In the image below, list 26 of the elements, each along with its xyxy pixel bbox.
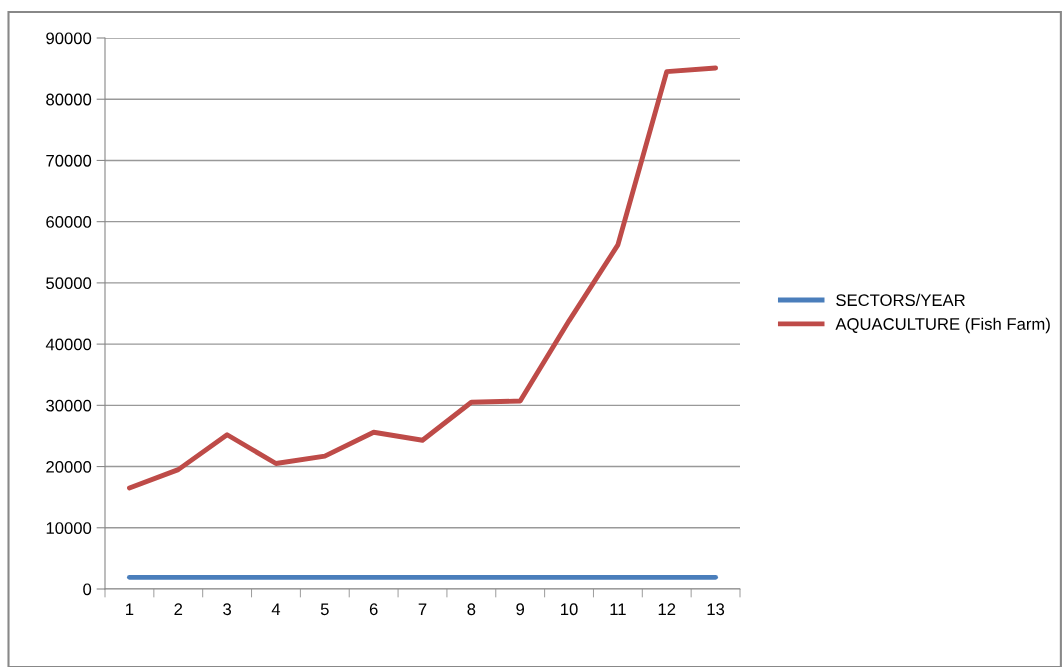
x-tick-label: 2 <box>174 603 183 615</box>
x-tick-label: 1 <box>126 603 134 615</box>
y-tick-label: 30000 <box>46 399 92 412</box>
legend-label: AQUACULTURE (Fish Farm) <box>835 317 1050 334</box>
x-tick-label: 4 <box>271 603 281 615</box>
legend-label: SECTORS/YEAR <box>836 293 965 307</box>
y-tick-label: 60000 <box>46 216 92 228</box>
x-tick-label: 5 <box>320 603 329 616</box>
x-tick-label: 7 <box>418 603 427 615</box>
x-tick-label: 13 <box>707 603 725 616</box>
y-tick-label: 80000 <box>46 93 92 106</box>
x-tick-label: 6 <box>369 603 378 616</box>
x-tick-label: 9 <box>516 603 525 616</box>
x-tick-label: 11 <box>610 603 626 615</box>
y-tick-label: 0 <box>83 583 92 596</box>
y-tick-label: 50000 <box>46 277 92 290</box>
x-tick-label: 8 <box>467 603 476 616</box>
x-tick-label: 10 <box>561 603 578 616</box>
line-series <box>126 65 719 491</box>
y-tick-label: 20000 <box>46 460 92 473</box>
y-tick-label: 70000 <box>46 154 92 167</box>
x-tick-label: 3 <box>223 603 232 616</box>
y-tick-label: 40000 <box>45 338 92 351</box>
x-tick-label: 12 <box>658 603 676 615</box>
y-tick-label: 10000 <box>46 522 92 534</box>
y-tick-label: 90000 <box>46 32 92 45</box>
